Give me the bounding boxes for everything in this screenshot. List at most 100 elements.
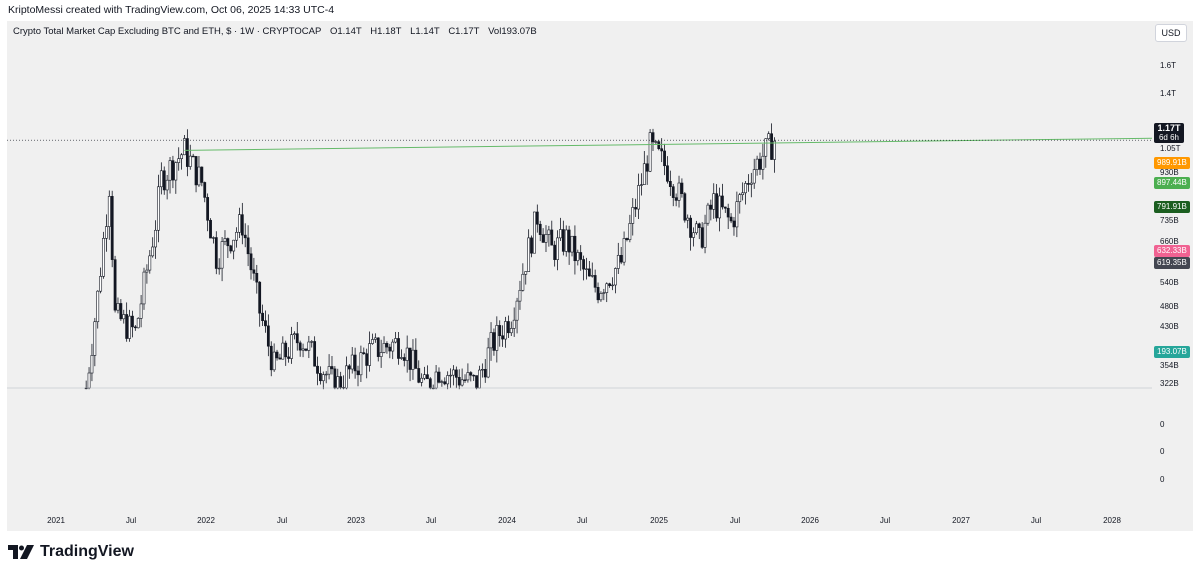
- y-tick-label: 1.6T: [1160, 61, 1177, 70]
- candle: [466, 363, 470, 383]
- candle: [165, 174, 169, 200]
- candle: [489, 322, 493, 361]
- candle: [113, 255, 117, 313]
- candle: [281, 336, 285, 360]
- bar-countdown: 6d 6h: [1158, 133, 1180, 142]
- candle: [660, 138, 664, 163]
- symbol-legend: Crypto Total Market Cap Excluding BTC an…: [13, 26, 543, 37]
- candle: [619, 246, 623, 265]
- candle: [492, 328, 496, 356]
- candle: [770, 123, 773, 160]
- candle: [446, 371, 450, 390]
- x-tick-label: Jul: [425, 516, 437, 525]
- price-chart[interactable]: [7, 21, 1152, 511]
- candle: [145, 264, 149, 284]
- candle: [402, 353, 406, 367]
- candle: [232, 239, 236, 260]
- candle: [457, 369, 461, 390]
- candle: [437, 367, 441, 384]
- candle: [310, 340, 314, 348]
- candle: [472, 374, 476, 381]
- x-tick-label: 2025: [650, 516, 668, 525]
- x-tick-label: Jul: [1030, 516, 1042, 525]
- x-tick-label: 2028: [1103, 516, 1121, 525]
- candle: [420, 373, 424, 387]
- candle: [501, 325, 505, 347]
- candle: [217, 258, 221, 275]
- candle: [694, 220, 698, 235]
- candle: [359, 345, 363, 383]
- candle: [712, 183, 716, 219]
- candle: [116, 297, 120, 314]
- x-tick-label: 2022: [197, 516, 215, 525]
- candle: [336, 368, 340, 390]
- currency-button[interactable]: USD: [1155, 24, 1187, 42]
- candle: [533, 211, 536, 254]
- current-price-value: 1.17T: [1157, 123, 1181, 133]
- candle: [362, 347, 366, 355]
- candle: [235, 227, 238, 248]
- candle: [212, 236, 215, 244]
- candle: [298, 340, 302, 357]
- candle: [131, 310, 134, 338]
- candle: [648, 129, 652, 173]
- candle: [721, 183, 724, 210]
- current-price-badge: 1.17T 6d 6h: [1154, 123, 1184, 143]
- candle: [206, 193, 210, 232]
- candle: [307, 335, 311, 359]
- candle: [579, 245, 583, 271]
- legend-symbol: Crypto Total Market Cap Excluding BTC an…: [13, 26, 322, 37]
- candle: [168, 157, 172, 194]
- candle: [264, 310, 267, 333]
- candle: [631, 198, 635, 236]
- y-tick-label: 540B: [1160, 278, 1179, 287]
- candle: [726, 203, 730, 230]
- candle: [243, 223, 247, 248]
- chart-panel[interactable]: [7, 21, 1193, 531]
- candle: [767, 131, 771, 141]
- legend-open: O1.14T: [329, 26, 362, 37]
- candle: [605, 282, 609, 303]
- candle: [157, 174, 160, 243]
- candle: [333, 366, 337, 390]
- candle: [324, 371, 328, 384]
- y-tick-label: 735B: [1160, 216, 1179, 225]
- candle: [371, 333, 374, 345]
- candle: [252, 257, 256, 281]
- candle: [105, 214, 108, 252]
- candle: [634, 198, 638, 217]
- candle: [321, 371, 325, 390]
- candle: [547, 225, 551, 247]
- candle: [506, 315, 510, 338]
- candle: [709, 199, 713, 221]
- candle: [200, 166, 204, 187]
- candle: [119, 299, 123, 321]
- price-badge: 897.44B: [1154, 177, 1190, 189]
- candle: [194, 156, 198, 193]
- resistance-trendline[interactable]: [184, 137, 1152, 151]
- candle: [304, 348, 308, 352]
- candle: [512, 307, 516, 337]
- candle: [706, 202, 710, 226]
- candle: [379, 339, 383, 368]
- candle: [376, 337, 380, 362]
- tradingview-logo[interactable]: TradingView: [8, 543, 134, 561]
- candle: [585, 257, 588, 280]
- candle: [278, 353, 282, 360]
- candle: [616, 242, 620, 275]
- candle: [284, 340, 288, 366]
- candle: [640, 173, 643, 196]
- candle: [469, 371, 473, 382]
- candle: [261, 304, 264, 327]
- candle: [423, 366, 426, 381]
- candle: [593, 269, 597, 293]
- candle: [171, 155, 175, 189]
- candle: [680, 178, 684, 198]
- candle: [185, 129, 189, 177]
- candle: [460, 368, 464, 387]
- candle: [136, 317, 140, 329]
- candle: [246, 225, 250, 267]
- candle: [327, 354, 331, 380]
- x-tick-label: 2027: [952, 516, 970, 525]
- x-tick-label: Jul: [879, 516, 891, 525]
